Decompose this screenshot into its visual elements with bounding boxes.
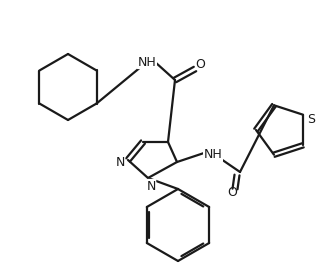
Text: O: O	[227, 186, 237, 199]
Text: S: S	[307, 113, 315, 126]
Text: NH: NH	[203, 149, 222, 162]
Text: NH: NH	[138, 55, 156, 69]
Text: O: O	[195, 58, 205, 72]
Text: N: N	[146, 180, 156, 193]
Text: N: N	[115, 156, 125, 168]
